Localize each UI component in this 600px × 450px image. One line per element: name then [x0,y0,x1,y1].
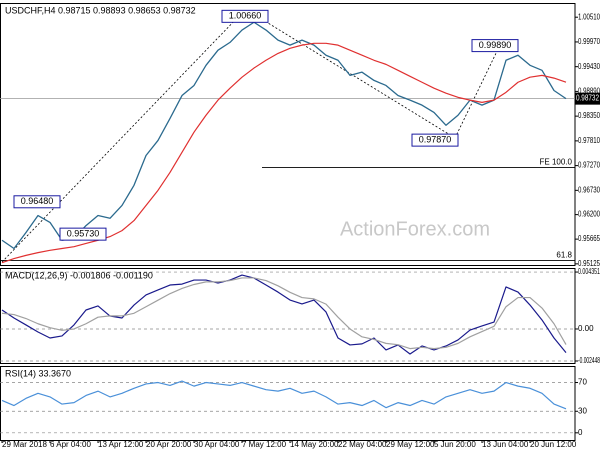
y-tick-label: 0.99430 [578,62,600,71]
x-tick-label: 13 Apr 12:00 [98,440,144,449]
y-tick-label: 70 [578,378,587,387]
panel-frame [0,366,576,441]
y-tick-label: 0.98890 [578,87,600,96]
y-tick-label: 0.99970 [578,37,600,46]
x-tick-label: 6 Apr 04:00 [50,440,91,449]
y-tick-label: 0.97810 [578,136,600,145]
y-tick-label: 0.96730 [578,185,600,194]
annotation-label: 0.97870 [419,134,452,144]
bid-tag [575,92,600,105]
series-line [1,277,567,350]
panel-title: USDCHF,H4 0.98715 0.98893 0.98653 0.9873… [5,5,196,15]
x-tick-label: 13 Jun 04:00 [482,440,529,449]
panel-frame [0,268,576,364]
annotation-label: 0.95730 [67,229,100,239]
x-tick-label: 5 Jun 20:00 [434,440,476,449]
panel-frame [0,3,576,266]
x-tick-label: 20 Jun 12:00 [530,440,577,449]
y-tick-label: 0.95125 [578,259,600,268]
x-tick-label: 14 May 20:00 [290,440,339,449]
series-line [1,380,567,410]
y-tick-label: 1.00510 [578,12,600,21]
series-line [1,274,567,355]
y-tick-label: -0.002448 [578,356,600,365]
x-tick-label: 29 May 12:00 [386,440,435,449]
x-tick-label: 20 Apr 20:00 [146,440,192,449]
bid-label: 0.98732 [576,94,599,103]
panel-title: RSI(14) 33.3670 [5,368,71,378]
annotation-label: 0.99890 [479,40,512,50]
y-tick-label: 0.00 [578,324,594,333]
y-tick-label: 0.96200 [578,210,600,219]
trend-line [254,14,456,139]
y-tick-label: 0 [578,428,583,437]
trend-line [454,44,501,139]
level-label: FE 100.0 [540,158,573,167]
annotation-box [13,195,61,209]
annotation-box [59,227,107,241]
level-label: 61.8 [556,251,572,260]
y-tick-label: 0.98350 [578,111,600,120]
x-tick-label: 22 May 04:00 [338,440,387,449]
annotation-box [221,9,269,23]
y-tick-label: 0.95665 [578,234,600,243]
annotation-box [411,133,459,147]
panel-title: MACD(12,26,9) -0.001806 -0.001190 [5,270,153,280]
x-tick-label: 7 May 12:00 [242,440,287,449]
annotation-box [471,39,519,53]
annotation-label: 1.00660 [229,11,262,21]
watermark: ActionForex.com [340,218,490,240]
y-tick-label: 0.004351 [578,267,600,276]
series-line [1,42,567,264]
y-tick-label: 30 [578,406,587,415]
y-tick-label: 0.97270 [578,161,600,170]
annotation-label: 0.96480 [21,196,54,206]
x-tick-label: 29 Mar 2018 [2,440,47,449]
trend-line [1,14,241,263]
x-tick-label: 30 Apr 04:00 [194,440,240,449]
